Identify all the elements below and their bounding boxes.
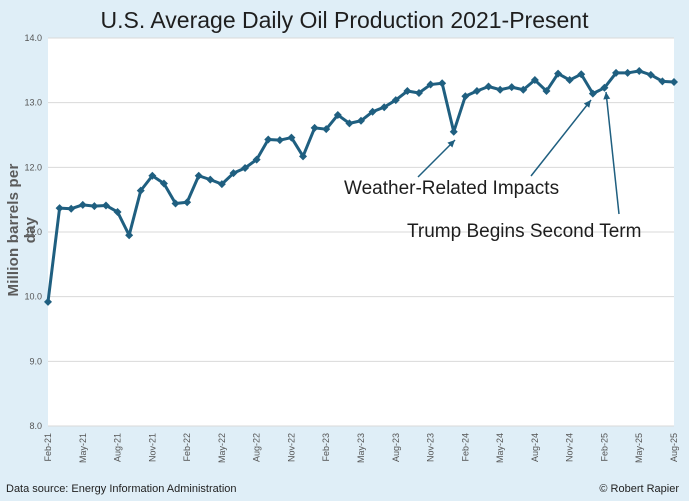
data-point: [171, 199, 180, 208]
data-point: [391, 96, 400, 105]
data-point: [670, 77, 678, 86]
data-point: [90, 202, 99, 211]
data-point: [345, 119, 354, 128]
data-point: [484, 82, 493, 91]
data-point: [530, 76, 539, 85]
x-tick-label: Nov-23: [426, 433, 436, 462]
y-tick-labels: 8.0 9.0 10.0 11.0 12.0 13.0 14.0: [24, 33, 42, 431]
data-point: [565, 76, 574, 85]
data-point: [194, 171, 203, 180]
data-point: [357, 116, 365, 125]
data-point: [600, 83, 609, 92]
x-tick-label: Feb-25: [599, 433, 609, 462]
data-point: [507, 83, 516, 92]
x-tick-label: Feb-21: [43, 433, 53, 462]
x-tick-label: Aug-21: [113, 433, 123, 462]
data-point: [101, 201, 110, 210]
data-point: [588, 89, 597, 98]
data-point: [519, 85, 528, 94]
data-point: [159, 179, 168, 188]
data-point: [333, 110, 342, 119]
data-point: [646, 70, 655, 79]
data-point: [299, 152, 308, 161]
x-tick-labels: Feb-21 May-21 Aug-21 Nov-21 Feb-22 May-22 Aug-…: [43, 433, 679, 463]
data-point: [658, 77, 667, 86]
data-point: [217, 180, 226, 189]
data-point: [496, 85, 505, 94]
x-tick-label: Feb-23: [321, 433, 331, 462]
data-point: [44, 297, 52, 306]
x-tick-label: Nov-22: [286, 433, 296, 462]
data-source: Data source: Energy Information Administ…: [6, 483, 237, 495]
data-point: [252, 155, 261, 164]
credit: © Robert Rapier: [599, 483, 679, 495]
data-point: [623, 68, 632, 77]
data-point: [554, 69, 563, 78]
x-tick-label: Aug-24: [530, 433, 540, 462]
data-point: [125, 231, 134, 240]
chart-title: U.S. Average Daily Oil Production 2021-P…: [100, 7, 589, 33]
y-tick-label: 8.0: [29, 421, 42, 431]
data-point: [449, 127, 458, 136]
data-point: [148, 171, 157, 180]
data-point: [55, 204, 64, 213]
x-tick-label: Aug-25: [669, 433, 679, 462]
data-point: [229, 169, 238, 178]
data-point: [275, 136, 284, 145]
data-point: [136, 186, 145, 195]
y-tick-label: 9.0: [29, 356, 42, 366]
data-point: [403, 87, 412, 96]
data-point: [241, 163, 250, 172]
data-point: [322, 125, 331, 134]
data-point: [183, 198, 192, 207]
data-point: [287, 133, 296, 142]
x-tick-label: May-24: [495, 433, 505, 463]
x-tick-label: Nov-24: [565, 433, 575, 462]
x-tick-label: May-22: [217, 433, 227, 463]
x-tick-label: Feb-24: [460, 433, 470, 462]
y-tick-label: 13.0: [24, 98, 42, 108]
annotation-weather: Weather-Related Impacts: [344, 178, 560, 199]
data-point: [635, 66, 644, 75]
y-tick-label: 10.0: [24, 292, 42, 302]
y-tick-label: 14.0: [24, 33, 42, 43]
arrow-weather-feb24: [417, 139, 456, 178]
x-tick-label: Nov-21: [147, 433, 157, 462]
arrow-weather-jan25: [530, 99, 592, 177]
x-tick-label: May-23: [356, 433, 366, 463]
data-point: [612, 68, 621, 77]
data-point: [380, 103, 389, 112]
x-tick-label: Aug-22: [252, 433, 262, 462]
x-tick-label: May-21: [78, 433, 88, 463]
gridlines: [48, 37, 674, 427]
data-point: [206, 175, 215, 184]
x-tick-label: May-25: [634, 433, 644, 463]
data-point: [78, 200, 87, 209]
data-points: [44, 66, 678, 306]
y-tick-label: 12.0: [24, 162, 42, 172]
y-tick-label: 11.0: [25, 227, 42, 237]
data-point: [67, 204, 76, 213]
data-point: [414, 88, 423, 97]
data-point: [426, 80, 435, 89]
x-tick-label: Aug-23: [391, 433, 401, 462]
arrow-trump-feb25: [603, 91, 620, 215]
data-point: [113, 207, 122, 216]
x-tick-label: Feb-22: [182, 433, 192, 462]
data-point: [577, 70, 586, 79]
data-point: [461, 92, 470, 101]
data-point: [264, 135, 273, 144]
data-point: [472, 87, 481, 96]
annotation-trump: Trump Begins Second Term: [407, 221, 642, 242]
data-point: [310, 123, 319, 132]
data-point: [438, 79, 447, 88]
data-point: [368, 107, 377, 116]
annotation-arrows: [417, 91, 620, 215]
data-point: [542, 87, 551, 96]
